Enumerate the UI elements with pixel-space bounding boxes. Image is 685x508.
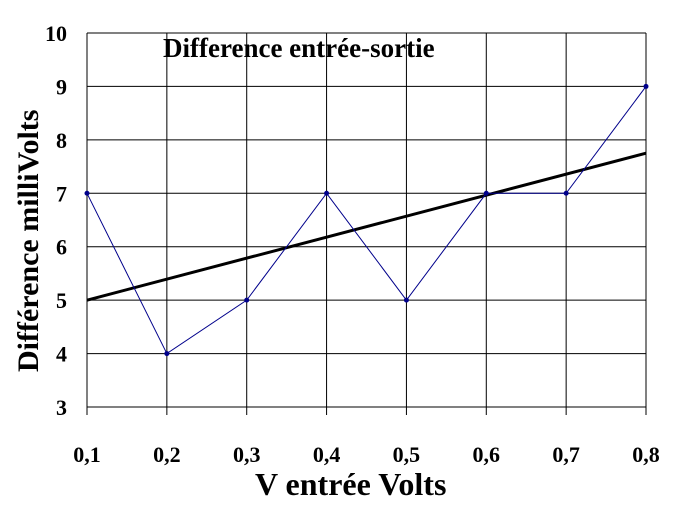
x-tick-label: 0,8	[632, 442, 660, 467]
y-tick-label: 7	[56, 181, 67, 206]
series-line	[86, 86, 647, 355]
y-tick-label: 5	[56, 288, 67, 313]
y-tick-label: 6	[56, 235, 67, 260]
x-axis-label: V entrée Volts	[255, 466, 446, 502]
series-layer	[84, 83, 649, 357]
x-tick-label: 0,1	[73, 442, 101, 467]
x-tick-label: 0,5	[393, 442, 421, 467]
trendline-line	[86, 151, 647, 302]
data-point	[563, 190, 569, 196]
y-tick-label: 9	[56, 74, 67, 99]
y-tick-label: 10	[45, 21, 67, 46]
chart-title: Difference entrée-sortie	[163, 33, 435, 63]
y-tick-label: 3	[56, 395, 67, 420]
y-tick-label: 4	[56, 342, 67, 367]
data-point	[483, 190, 489, 196]
x-tick-label: 0,6	[473, 442, 501, 467]
data-point	[324, 190, 330, 196]
x-tick-label: 0,4	[313, 442, 341, 467]
grid	[86, 32, 647, 415]
data-point	[403, 297, 409, 303]
y-tick-label: 8	[56, 128, 67, 153]
data-point	[643, 83, 649, 89]
data-point	[164, 351, 170, 357]
trendline	[86, 151, 647, 302]
x-tick-label: 0,2	[153, 442, 181, 467]
data-point	[244, 297, 250, 303]
x-tick-label: 0,3	[233, 442, 261, 467]
data-point	[84, 190, 90, 196]
x-tick-label: 0,7	[552, 442, 580, 467]
tick-labels: 3 4 5 6 7 8 9 10 0,1 0,2 0,3 0,4 0,5 0,6 0,7 0,8	[45, 21, 660, 467]
y-axis-label: Différence milliVolts	[12, 110, 45, 372]
